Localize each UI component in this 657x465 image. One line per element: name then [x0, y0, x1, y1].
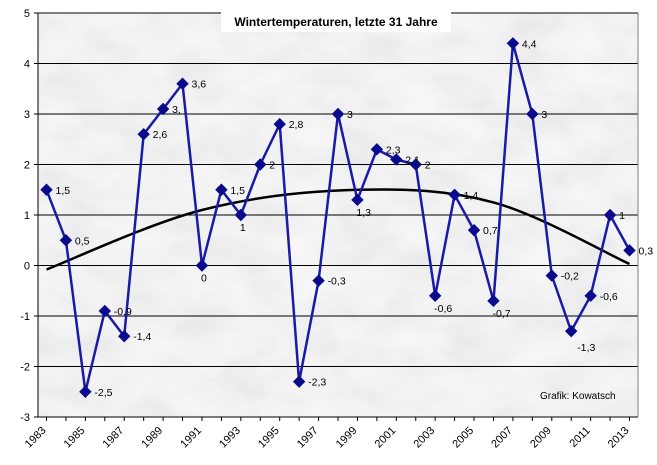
data-point	[526, 107, 539, 121]
data-label: 1,5	[56, 185, 71, 197]
x-tick-label: 2009	[528, 425, 554, 451]
data-point	[428, 289, 442, 303]
data-label: 4,4	[522, 38, 537, 50]
data-label: 3,6	[192, 79, 207, 91]
data-label: 2,6	[153, 129, 168, 141]
data-label: 1,5	[230, 185, 245, 197]
y-tick-label: 4	[24, 59, 30, 71]
data-labels: 1,5 0,5 -2,5 -0,9 -1,4 2,6 3, 3,6 0 1,5 1 2 2,8 -2,3 -…	[56, 38, 654, 398]
data-point	[292, 375, 306, 388]
data-label: -0,3	[328, 276, 346, 288]
data-label: -0,9	[114, 306, 132, 318]
data-label: -0,7	[492, 308, 510, 320]
data-label: 1,3	[356, 207, 371, 219]
data-label: 1	[619, 210, 625, 222]
data-point	[370, 143, 384, 156]
data-point	[584, 289, 597, 303]
data-point	[234, 208, 248, 222]
data-label: 0,3	[639, 245, 654, 257]
x-axis-ticks: 1983 1985 1987 1989 1991 1993 1995 1997 1999 2001…	[23, 417, 632, 450]
y-tick-label: 1	[24, 210, 30, 222]
x-tick-label: 1991	[178, 425, 204, 451]
data-point	[351, 193, 364, 207]
data-point	[98, 304, 112, 318]
x-tick-label: 1993	[217, 425, 243, 451]
temperature-series	[40, 37, 636, 398]
data-label: -1,3	[577, 342, 595, 354]
x-tick-label: 1999	[334, 425, 360, 451]
data-label: -0,6	[600, 291, 618, 303]
x-tick-label: 1989	[139, 425, 165, 451]
y-tick-label: -3	[20, 412, 30, 424]
data-label: 1,4	[464, 190, 479, 202]
data-point	[79, 385, 92, 398]
x-tick-label: 2001	[373, 425, 399, 451]
data-label: 0,5	[75, 235, 90, 247]
data-label: -1,4	[133, 331, 151, 343]
data-label: 2	[425, 160, 431, 172]
data-point	[409, 158, 422, 171]
data-point	[506, 37, 520, 50]
data-label: 1	[240, 222, 246, 234]
data-label: 3	[541, 109, 547, 121]
data-point	[195, 259, 209, 272]
y-tick-label: 2	[24, 160, 30, 172]
chart-title-text: Wintertemperaturen, letzte 31 Jahre	[234, 15, 438, 29]
data-label: 0	[201, 273, 207, 285]
chart-title: Wintertemperaturen, letzte 31 Jahre	[221, 12, 451, 32]
data-point	[312, 274, 325, 287]
chart-credit: Grafik: Kowatsch	[540, 391, 616, 402]
data-label: 2,1	[405, 154, 420, 166]
y-tick-label: 3	[24, 109, 30, 121]
data-point	[40, 183, 53, 196]
data-point	[603, 208, 617, 222]
data-label: -2,5	[94, 387, 112, 399]
data-point	[545, 269, 558, 282]
x-tick-label: 1983	[23, 425, 49, 451]
x-tick-label: 1985	[62, 425, 88, 451]
data-label: 2,3	[386, 144, 401, 156]
data-label: 2	[269, 160, 275, 172]
data-label: 3,	[172, 104, 181, 116]
data-point	[254, 158, 267, 171]
y-tick-label: 5	[24, 8, 30, 20]
x-tick-label: 1995	[256, 425, 282, 451]
trend-line	[46, 188, 631, 271]
data-point	[156, 102, 170, 116]
data-label: 0,7	[483, 225, 498, 237]
data-point	[118, 329, 131, 343]
data-point	[176, 77, 189, 90]
data-point	[564, 324, 578, 338]
y-axis-ticks: -3 -2 -1 0 1 2 3 4 5	[20, 8, 38, 424]
y-tick-label: 0	[24, 261, 30, 273]
data-point	[137, 127, 150, 141]
x-tick-label: 2013	[606, 425, 632, 451]
data-point	[273, 117, 286, 131]
data-point	[448, 188, 461, 202]
x-tick-label: 2003	[411, 425, 437, 451]
x-tick-label: 1997	[295, 425, 321, 451]
data-point	[467, 223, 481, 237]
x-tick-label: 1987	[101, 425, 127, 451]
data-label: -0,2	[561, 271, 579, 283]
data-label: -0,6	[434, 303, 452, 315]
data-point	[215, 183, 228, 196]
data-label: -2,3	[308, 377, 326, 389]
x-tick-label: 2005	[450, 425, 476, 451]
data-label: 3	[347, 109, 353, 121]
data-point	[623, 244, 636, 257]
data-point	[487, 294, 500, 308]
y-tick-label: -1	[20, 311, 30, 323]
y-tick-label: -2	[20, 362, 30, 374]
data-label: 2,8	[289, 119, 304, 131]
x-tick-label: 2011	[568, 425, 593, 450]
data-point	[59, 234, 73, 247]
x-tick-label: 2007	[489, 425, 515, 451]
title-background	[221, 12, 451, 32]
data-point	[331, 107, 345, 121]
trend-curve	[46, 188, 631, 271]
data-point	[390, 153, 403, 166]
